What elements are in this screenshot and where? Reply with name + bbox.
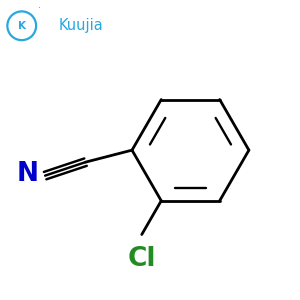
Text: Cl: Cl [128,246,156,272]
Text: K: K [18,21,26,31]
Text: ·: · [38,3,40,13]
Text: Kuujia: Kuujia [58,18,103,33]
Text: N: N [16,161,38,187]
